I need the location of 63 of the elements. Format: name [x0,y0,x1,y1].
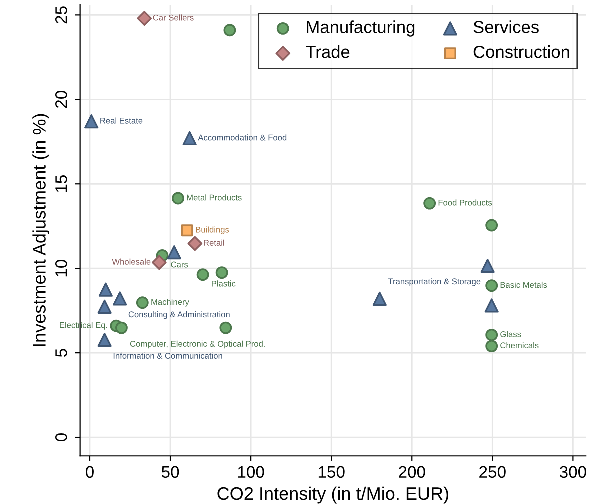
point [424,197,436,210]
x-tick-label: 50 [162,466,180,478]
x-tick-label: 250 [480,466,506,478]
annotation: Machinery [152,299,190,307]
point [84,114,99,129]
y-tick-label: 5 [56,349,68,358]
point [480,259,495,274]
point [182,131,197,146]
point [116,322,128,334]
point [113,292,128,306]
point [196,268,210,282]
point [486,280,498,292]
annotation: Information & Communication [114,352,222,359]
point [216,266,228,280]
legend-label: Manufacturing [307,20,415,37]
x-tick-label: 0 [86,466,94,478]
y-axis-title: Investment Adjustment (in %) [32,114,50,346]
point [98,300,112,314]
annotation: Chemicals [500,342,539,349]
legend-label: Services [474,20,539,34]
annotation: Accommodation & Food [198,134,287,141]
annotation: Basic Metals [500,282,548,288]
y-tick-label: 10 [56,260,68,277]
annotation: Car Sellers [153,14,194,21]
point [486,219,498,232]
annotation: Transportation & Storage [388,278,481,286]
point [98,333,112,348]
point [172,192,184,205]
point [136,296,149,310]
point [486,340,498,353]
x-tick-label: 150 [318,466,345,478]
legend-label: Construction [474,46,570,58]
point [152,255,167,270]
annotation: Plastic [212,280,236,287]
annotation: Glass [500,331,522,338]
annotation: Food Products [438,200,492,206]
y-tick-label: 20 [56,91,68,108]
annotation: Retail [204,240,224,246]
point [188,236,203,252]
point [181,224,194,237]
legend-label: Trade [306,46,350,58]
point [98,282,113,297]
annotation: Metal Products [187,194,242,201]
point [137,11,152,26]
x-tick-label: 100 [238,466,264,478]
point [486,328,498,342]
annotation: Computer, Electronic & Optical Prod. [130,340,265,349]
y-tick-label: 0 [56,434,68,442]
annotation: Consulting & Administration [128,311,230,320]
point [167,245,182,260]
x-tick-label: 200 [399,466,426,478]
annotation: Wholesale [112,258,151,265]
x-axis-title: CO2 Intensity (in t/Mio. EUR) [218,486,448,504]
point [372,292,387,306]
point [484,298,499,313]
annotation: Real Estate [100,118,143,124]
annotation: Buildings [196,226,230,234]
point [220,322,232,334]
annotation: Cars [171,262,188,268]
point [224,24,236,37]
y-tick-label: 15 [56,176,68,192]
x-tick-label: 300 [560,466,586,478]
y-tick-label: 25 [56,6,68,24]
